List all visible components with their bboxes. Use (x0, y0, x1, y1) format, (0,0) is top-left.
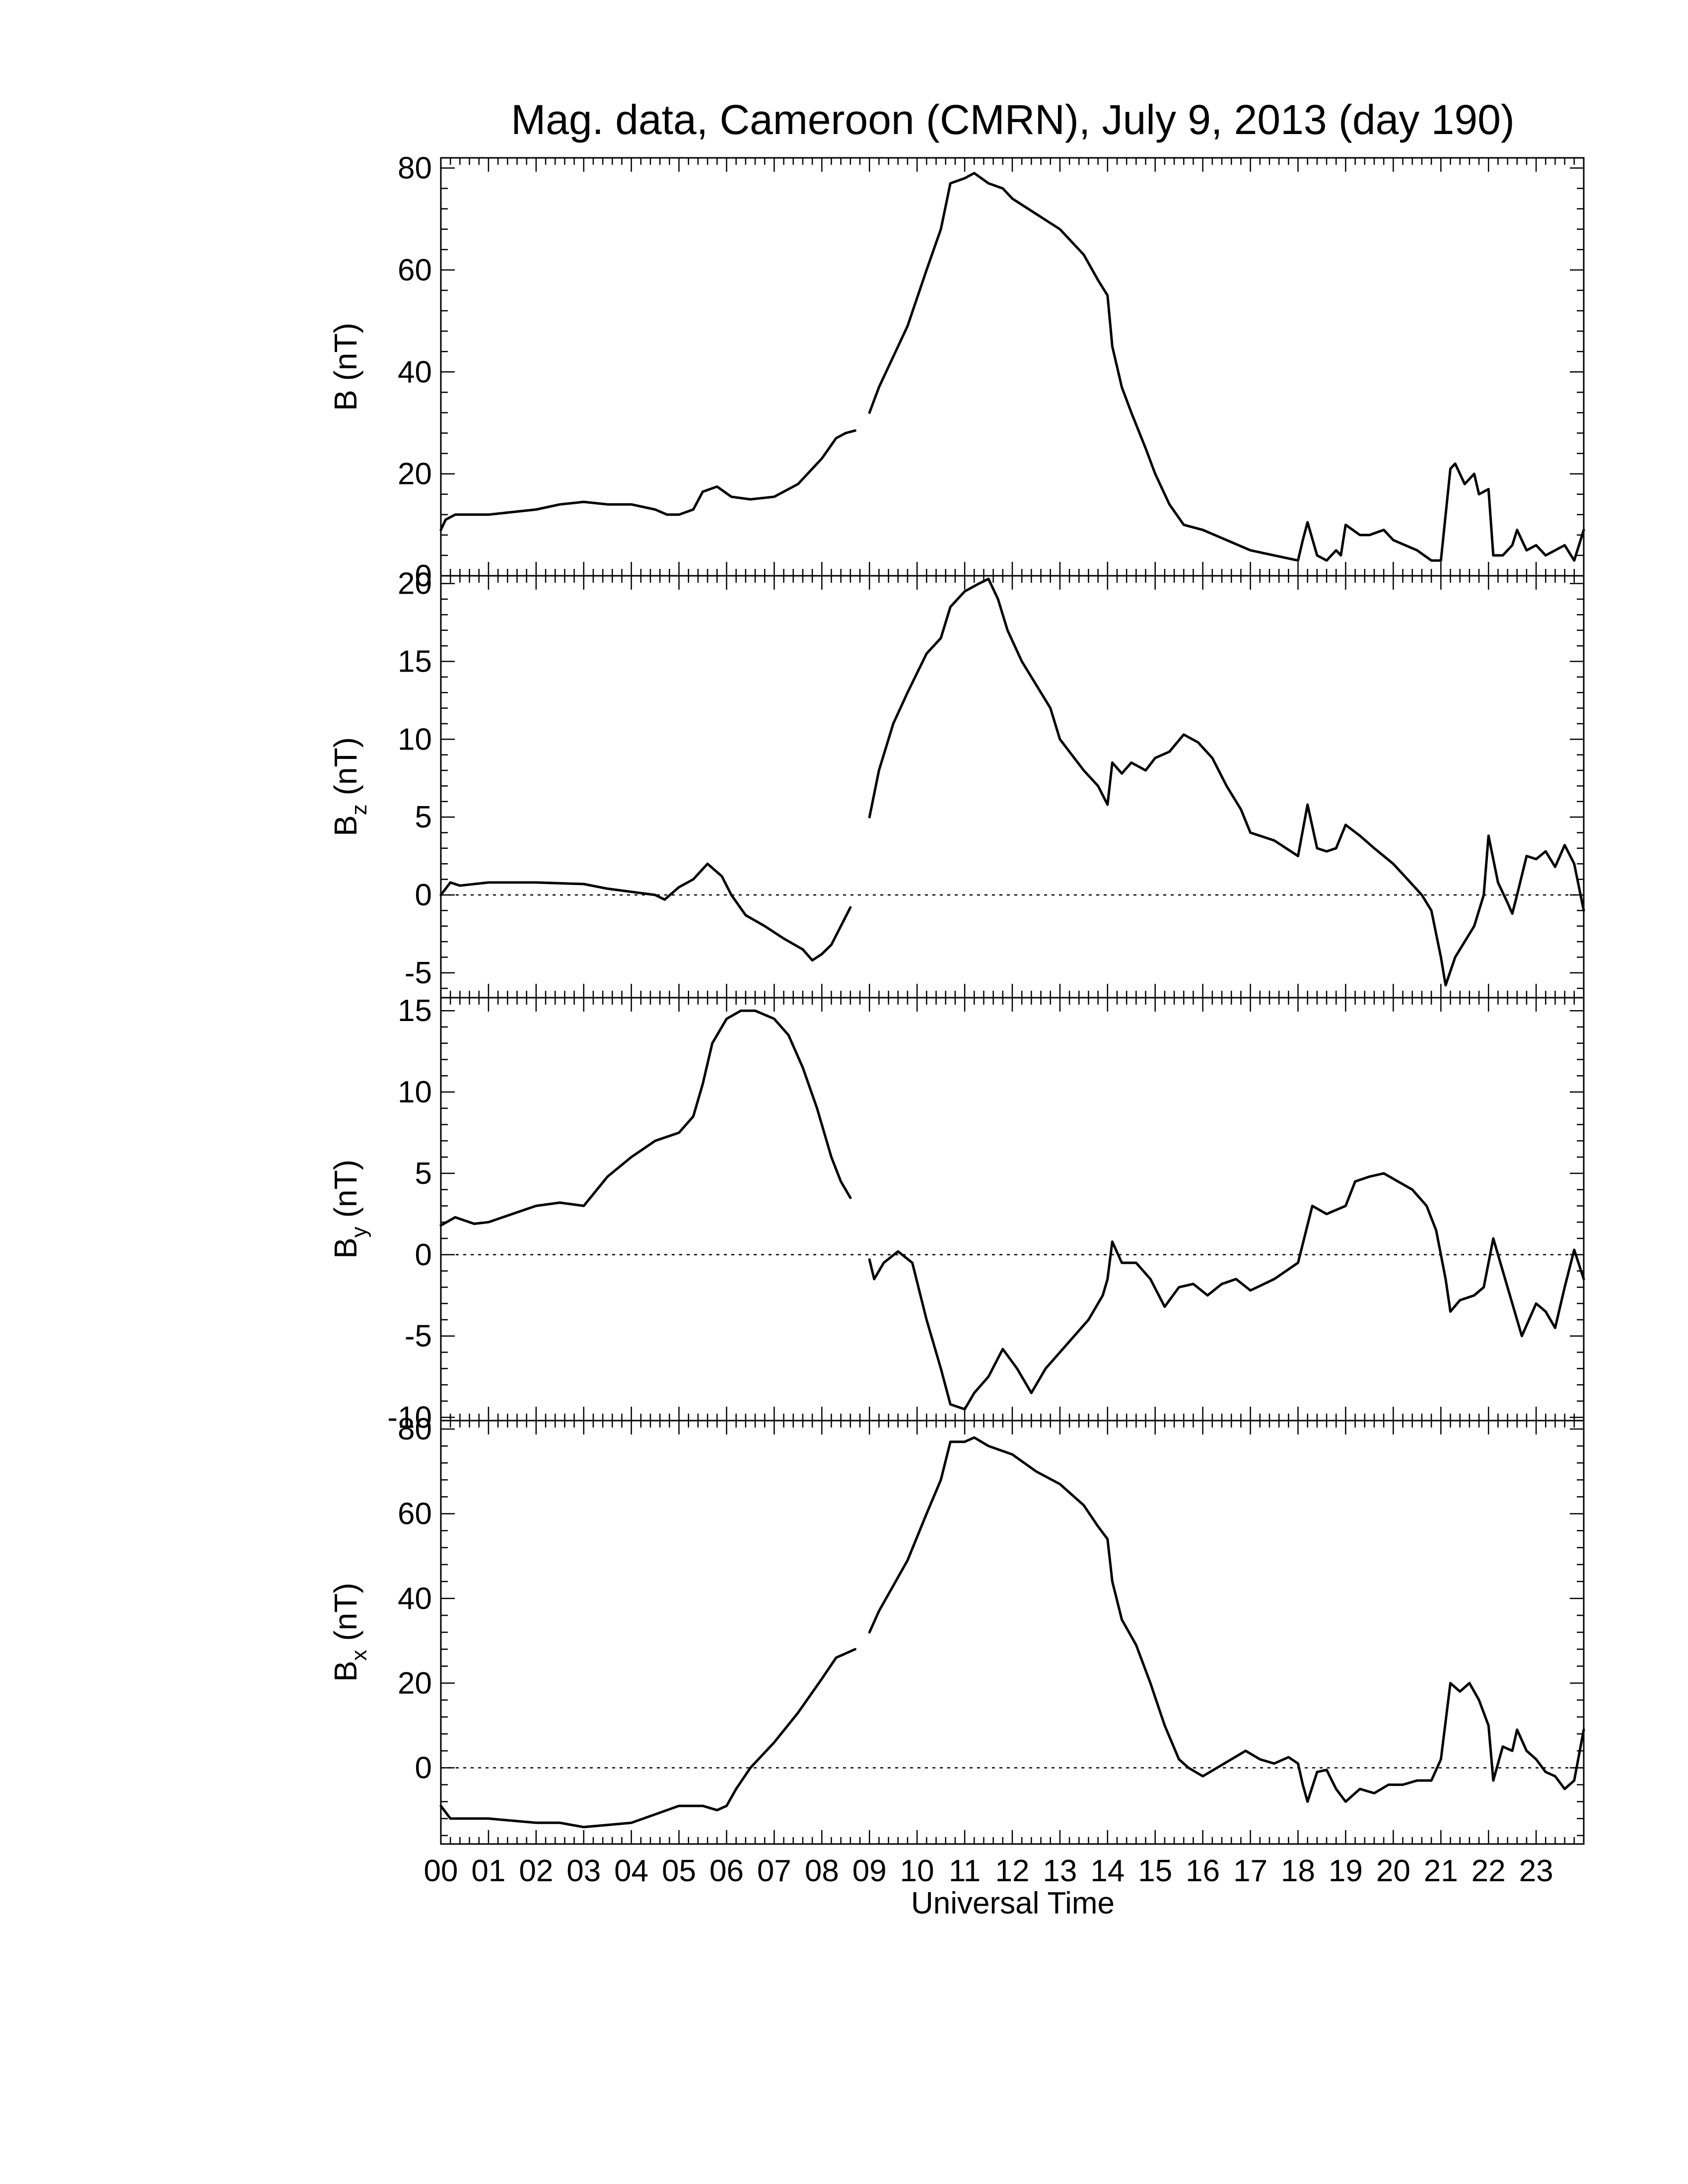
x-tick-label: 15 (1138, 1854, 1172, 1888)
y-tick-label: 10 (398, 1075, 432, 1109)
x-axis: 00 01 02 03 04 05 06 07 08 09 10 11 12 13 14 15 16 17 18 19… (424, 1854, 1553, 1888)
x-tick-label: 00 (424, 1854, 458, 1888)
panel-By-trace-segment-1 (439, 1009, 852, 1227)
x-tick-label: 17 (1233, 1854, 1267, 1888)
ylabel-unit: (nT) (328, 737, 363, 804)
panel-B-frame (440, 157, 1585, 577)
panel-By-ylabel: By (nT) (328, 1160, 371, 1259)
x-tick-label: 10 (900, 1854, 934, 1888)
x-tick-label: 13 (1043, 1854, 1077, 1888)
y-tick-label: 60 (398, 253, 432, 287)
panel-Bx: 0 20 40 60 80 Bx (nT) (328, 1412, 1585, 1845)
x-tick-label: 01 (471, 1854, 505, 1888)
x-tick-label: 19 (1329, 1854, 1363, 1888)
panel-By-frame (440, 997, 1585, 1422)
y-tick-label: 0 (415, 559, 432, 593)
ylabel-subscript: x (347, 1650, 371, 1661)
y-tick-label: 20 (398, 567, 432, 601)
panel-B-ylabel: B (nT) (328, 323, 363, 411)
y-tick-label: 20 (398, 457, 432, 491)
panel-By-trace-segment-2 (868, 1172, 1585, 1411)
panel-Bx-trace-segment-1 (439, 1648, 856, 1829)
ylabel-subscript: z (347, 804, 371, 815)
y-tick-label: 40 (398, 355, 432, 389)
y-tick-label: 5 (415, 1157, 432, 1191)
x-tick-label: 14 (1090, 1854, 1125, 1888)
x-tick-label: 03 (566, 1854, 601, 1888)
x-tick-label: 21 (1424, 1854, 1458, 1888)
panel-B: 0 20 40 60 80 B (nT) (328, 151, 1585, 593)
ylabel-unit: (nT) (328, 1160, 363, 1227)
y-tick-label: 40 (398, 1581, 432, 1616)
y-tick-label: -5 (405, 1319, 432, 1354)
ylabel-main: B (328, 815, 363, 836)
y-tick-label: 20 (398, 1666, 432, 1701)
x-tick-label: 07 (757, 1854, 791, 1888)
y-tick-label: 0 (415, 878, 432, 912)
x-tick-label: 18 (1281, 1854, 1315, 1888)
ylabel-main: B (328, 1237, 363, 1259)
y-tick-label: 5 (415, 800, 432, 834)
ylabel-unit: (nT) (328, 1583, 363, 1650)
ylabel-unit: (nT) (328, 323, 363, 390)
panel-Bx-trace-segment-2 (868, 1436, 1585, 1803)
y-tick-label: 15 (398, 645, 432, 679)
x-axis-label: Universal Time (911, 1886, 1115, 1920)
x-tick-label: 08 (805, 1854, 839, 1888)
x-tick-label: 04 (614, 1854, 648, 1888)
x-tick-label: 22 (1472, 1854, 1506, 1888)
panel-By: -10 -5 0 5 10 15 By (nT) (328, 994, 1585, 1434)
panel-B-trace-segment-2 (868, 172, 1585, 562)
panel-B-trace-segment-1 (439, 429, 856, 532)
y-tick-label: 0 (415, 1751, 432, 1785)
panel-Bx-frame (440, 1420, 1585, 1845)
panel-Bz: -5 0 5 10 15 20 Bz (nT) (328, 567, 1585, 999)
x-tick-label: 11 (949, 1854, 981, 1888)
panel-Bx-ylabel: Bx (nT) (328, 1583, 371, 1682)
panel-Bz-trace-segment-2 (868, 577, 1585, 987)
y-tick-label: -5 (405, 956, 432, 990)
y-tick-label: 60 (398, 1497, 432, 1531)
chart-title: Mag. data, Cameroon (CMRN), July 9, 2013… (511, 96, 1515, 143)
x-tick-label: 12 (995, 1854, 1030, 1888)
y-tick-label: 80 (398, 151, 432, 186)
panel-Bz-ylabel: Bz (nT) (328, 737, 371, 836)
x-tick-label: 06 (709, 1854, 744, 1888)
ylabel-main: B (328, 1661, 363, 1682)
x-tick-label: 16 (1186, 1854, 1220, 1888)
x-tick-label: 20 (1376, 1854, 1410, 1888)
x-tick-label: 05 (662, 1854, 696, 1888)
x-tick-label: 23 (1519, 1854, 1553, 1888)
y-tick-label: 10 (398, 722, 432, 756)
y-tick-label: 0 (415, 1238, 432, 1272)
ylabel-subscript: y (347, 1227, 371, 1237)
y-tick-label: 80 (398, 1412, 432, 1446)
ylabel-main: B (328, 390, 363, 411)
x-tick-label: 02 (519, 1854, 553, 1888)
y-tick-label: 15 (398, 994, 432, 1028)
x-tick-label: 09 (852, 1854, 887, 1888)
y-tick-label: -10 (387, 1400, 432, 1434)
panel-Bz-trace-segment-1 (439, 862, 852, 962)
